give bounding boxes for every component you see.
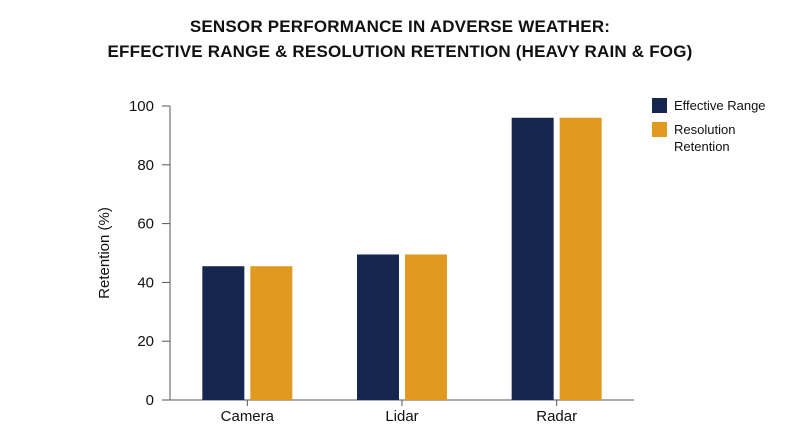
legend: Effective Range Resolution Retention <box>652 97 792 162</box>
bars <box>202 117 602 400</box>
legend-item-effective-range: Effective Range <box>652 97 792 114</box>
legend-label-resolution-retention: Resolution Retention <box>674 122 736 154</box>
legend-item-resolution-retention: Resolution Retention <box>652 121 792 155</box>
bar-camera-effective-range <box>202 266 245 400</box>
x-tick-label-radar: Radar <box>536 408 577 425</box>
x-axis-ticks: Camera Lidar Radar <box>221 400 577 425</box>
bar-camera-resolution-retention <box>250 266 293 400</box>
y-tick-label: 100 <box>129 98 154 115</box>
chart-title-line-1: SENSOR PERFORMANCE IN ADVERSE WEATHER: <box>189 17 611 36</box>
x-tick-label-lidar: Lidar <box>385 408 418 425</box>
bar-radar-effective-range <box>511 117 554 400</box>
y-tick-label: 60 <box>137 216 154 233</box>
y-tick-label: 40 <box>137 274 154 291</box>
y-axis-ticks: 0 20 40 60 80 100 <box>129 98 170 409</box>
bar-lidar-resolution-retention <box>405 254 447 400</box>
legend-swatch-effective-range <box>652 98 667 113</box>
chart-title-line-2: EFFECTIVE RANGE & RESOLUTION RETENTION (… <box>107 42 693 61</box>
y-tick-label: 80 <box>137 157 154 174</box>
y-tick-label: 0 <box>146 392 154 409</box>
y-axis-label: Retention (%) <box>96 207 113 299</box>
legend-swatch-resolution-retention <box>652 122 667 137</box>
x-tick-label-camera: Camera <box>221 408 275 425</box>
y-tick-label: 20 <box>137 333 154 350</box>
chart-title: SENSOR PERFORMANCE IN ADVERSE WEATHER: E… <box>0 14 800 64</box>
legend-label-effective-range: Effective Range <box>674 98 766 113</box>
bar-radar-resolution-retention <box>559 117 602 400</box>
bar-lidar-effective-range <box>357 254 399 400</box>
